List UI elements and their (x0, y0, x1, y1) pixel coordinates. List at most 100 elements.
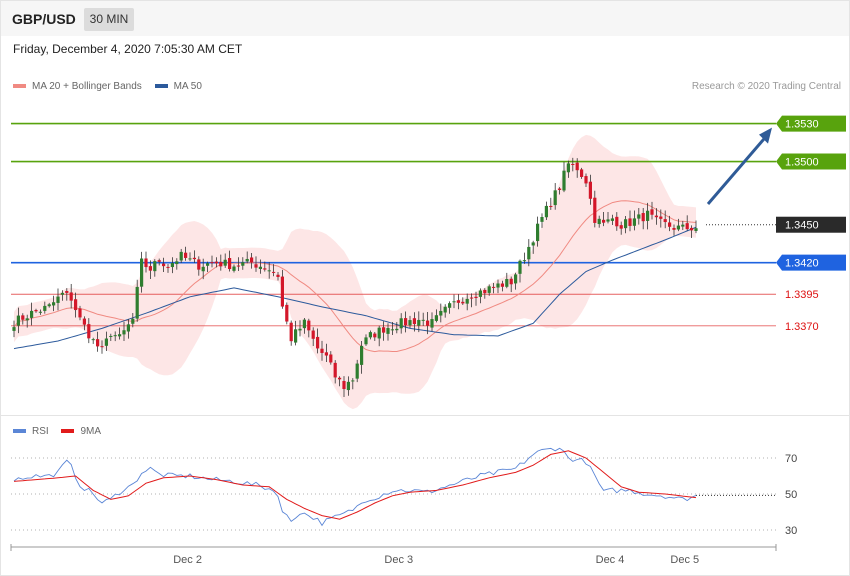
candle-body (118, 334, 122, 337)
candle-body (100, 346, 104, 348)
candle-body (615, 216, 619, 227)
candle-body (223, 259, 227, 266)
resistance-tag-1 (776, 153, 846, 170)
candle-body (685, 223, 689, 230)
candle-body (206, 263, 210, 266)
candle-body (192, 257, 196, 260)
candle-body (245, 258, 249, 262)
candle-body (386, 328, 390, 334)
support-label-4: 1.3395 (785, 289, 819, 301)
candle-body (474, 296, 478, 299)
candle-body (558, 188, 562, 190)
legend-ma20-swatch (13, 84, 26, 89)
rsi-tick-30: 30 (785, 525, 797, 537)
candle-body (267, 270, 271, 272)
candle-body (505, 279, 509, 287)
price-legend: MA 20 + Bollinger Bands MA 50 (13, 81, 202, 92)
candle-body (690, 227, 694, 231)
candle-body (113, 335, 117, 337)
candle-body (263, 268, 267, 270)
resistance-label-0: 1.3530 (785, 119, 819, 131)
candle-body (465, 298, 469, 304)
timeframe-button[interactable]: 30 MIN (84, 8, 134, 31)
candle-body (632, 218, 636, 226)
candle-body (30, 310, 34, 318)
candle-body (135, 286, 139, 319)
candle-body (60, 292, 64, 295)
candle-body (320, 348, 324, 353)
candle-body (452, 301, 456, 303)
candle-body (355, 363, 359, 379)
candle-body (188, 258, 192, 260)
candle-body (668, 222, 672, 227)
candle-body (43, 305, 47, 311)
symbol-title: GBP/USD (12, 11, 76, 27)
candle-body (646, 210, 650, 221)
candle-body (588, 181, 592, 199)
candle-body (298, 328, 302, 331)
ma20-line (13, 200, 697, 353)
pivot-label-3: 1.3420 (785, 258, 819, 270)
candle-body (307, 320, 311, 331)
support-label-5: 1.3370 (785, 321, 819, 333)
candle-body (241, 262, 245, 266)
candle-body (584, 176, 588, 184)
credit-text: Research © 2020 Trading Central (691, 81, 841, 92)
legend-rsi: RSI (13, 426, 49, 437)
candle-body (676, 225, 680, 230)
candle-body (56, 296, 60, 303)
candle-body (434, 315, 438, 321)
candle-body (228, 258, 232, 270)
candle-body (342, 381, 346, 390)
candle-body (214, 261, 218, 264)
candle-body (536, 223, 540, 242)
candle-body (443, 306, 447, 313)
candle-body (364, 337, 368, 345)
candle-body (404, 318, 408, 326)
candle-body (65, 290, 69, 293)
candle-body (461, 301, 465, 304)
candle-body (527, 246, 531, 260)
legend-ma50-swatch (154, 84, 168, 89)
candle-body (34, 309, 38, 312)
forecast-arrow-head (759, 127, 772, 144)
candle-body (236, 265, 240, 267)
candle-body (426, 320, 430, 326)
candle-body (531, 242, 535, 246)
candle-body (179, 251, 183, 261)
candle-body (377, 327, 381, 339)
candle-body (382, 327, 386, 333)
candle-body (518, 260, 522, 274)
x-tick-label-0: Dec 2 (173, 554, 202, 566)
candle-body (74, 299, 78, 311)
candle-body (456, 300, 460, 303)
candle-body (373, 333, 377, 338)
x-tick-label-3: Dec 5 (670, 554, 699, 566)
candle-body (166, 266, 170, 268)
candle-body (294, 329, 298, 343)
candle-body (694, 228, 698, 231)
candle-body (478, 290, 482, 297)
candle-body (126, 324, 130, 332)
candle-body (580, 169, 584, 177)
candle-body (571, 163, 575, 165)
candle-body (663, 219, 667, 223)
candle-body (562, 170, 566, 191)
candle-body (553, 190, 557, 206)
candle-body (69, 292, 73, 301)
candle-body (483, 289, 487, 294)
candle-body (659, 216, 663, 219)
candle-body (219, 261, 223, 267)
candle-body (351, 380, 355, 382)
candle-body (681, 224, 685, 227)
candle-body (12, 327, 16, 331)
forecast-arrow-shaft (706, 135, 768, 205)
candle-body (153, 261, 157, 272)
candle-body (258, 266, 262, 269)
candle-body (399, 318, 403, 329)
candle-body (439, 310, 443, 316)
candle-body (509, 278, 513, 285)
legend-rsi-swatch (13, 429, 26, 434)
candle-body (522, 260, 526, 262)
